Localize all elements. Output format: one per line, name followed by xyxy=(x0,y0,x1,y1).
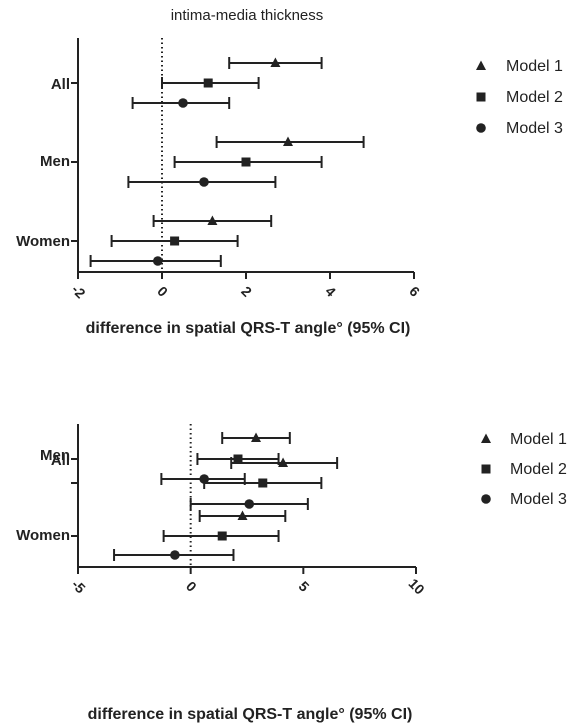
category-label-all: All xyxy=(51,452,70,469)
point-men-model-2 xyxy=(241,157,251,167)
forest-plot-bottom: difference in spatial QRS-T angle° (95% … xyxy=(16,424,567,723)
point-men-model-3 xyxy=(199,177,209,187)
point-men-model-2 xyxy=(258,478,268,488)
x-tick-label: 4 xyxy=(322,283,339,300)
legend-entry-model-1: Model 1 xyxy=(510,431,567,448)
point-all-model-2 xyxy=(203,78,213,88)
point-women-model-3 xyxy=(153,256,163,266)
x-tick-label: 0 xyxy=(154,283,171,300)
x-tick-label: 0 xyxy=(183,578,200,595)
legend-entry-model-2: Model 2 xyxy=(510,461,567,478)
x-tick-label: 5 xyxy=(296,578,313,595)
point-men-model-1 xyxy=(283,136,293,146)
legend-entry-model-1: Model 1 xyxy=(506,58,563,75)
legend-marker-model-2 xyxy=(481,464,491,474)
point-all-model-1 xyxy=(270,57,281,67)
legend-entry-model-2: Model 2 xyxy=(506,89,563,106)
category-label-men: Men xyxy=(40,153,70,170)
x-tick-label: -5 xyxy=(69,576,89,596)
x-tick-label: 10 xyxy=(406,575,428,597)
legend-entry-model-3: Model 3 xyxy=(510,491,567,508)
point-women-model-3 xyxy=(170,550,180,560)
category-label-women: Women xyxy=(16,233,70,250)
chart-title: intima-media thickness xyxy=(171,7,324,24)
point-women-model-1 xyxy=(207,215,218,225)
point-all-model-2 xyxy=(233,454,243,464)
x-tick-label: 6 xyxy=(406,283,423,300)
category-label-men: Men xyxy=(40,447,70,464)
legend-entry-model-3: Model 3 xyxy=(506,120,563,137)
point-women-model-2 xyxy=(217,531,227,541)
point-women-model-1 xyxy=(237,510,248,520)
x-tick-label: 2 xyxy=(238,283,255,300)
forest-plot-top: intima-media thickness difference in spa… xyxy=(16,7,563,337)
point-men-model-3 xyxy=(244,499,255,509)
legend-marker-model-3 xyxy=(481,494,491,504)
point-all-model-3 xyxy=(199,474,209,484)
x-axis-label: difference in spatial QRS-T angle° (95% … xyxy=(88,706,413,723)
point-men-model-1 xyxy=(278,457,289,467)
legend-marker-model-1 xyxy=(481,433,491,443)
point-all-model-3 xyxy=(178,98,188,108)
legend-marker-model-2 xyxy=(476,92,486,102)
legend-marker-model-3 xyxy=(476,123,486,133)
category-label-women: Women xyxy=(16,527,70,544)
x-tick-label: -2 xyxy=(69,281,89,301)
legend-marker-model-1 xyxy=(476,60,486,70)
point-women-model-2 xyxy=(170,236,180,246)
x-axis-label: difference in spatial QRS-T angle° (95% … xyxy=(86,320,411,337)
category-label-all: All xyxy=(51,76,70,93)
point-all-model-1 xyxy=(251,432,262,442)
